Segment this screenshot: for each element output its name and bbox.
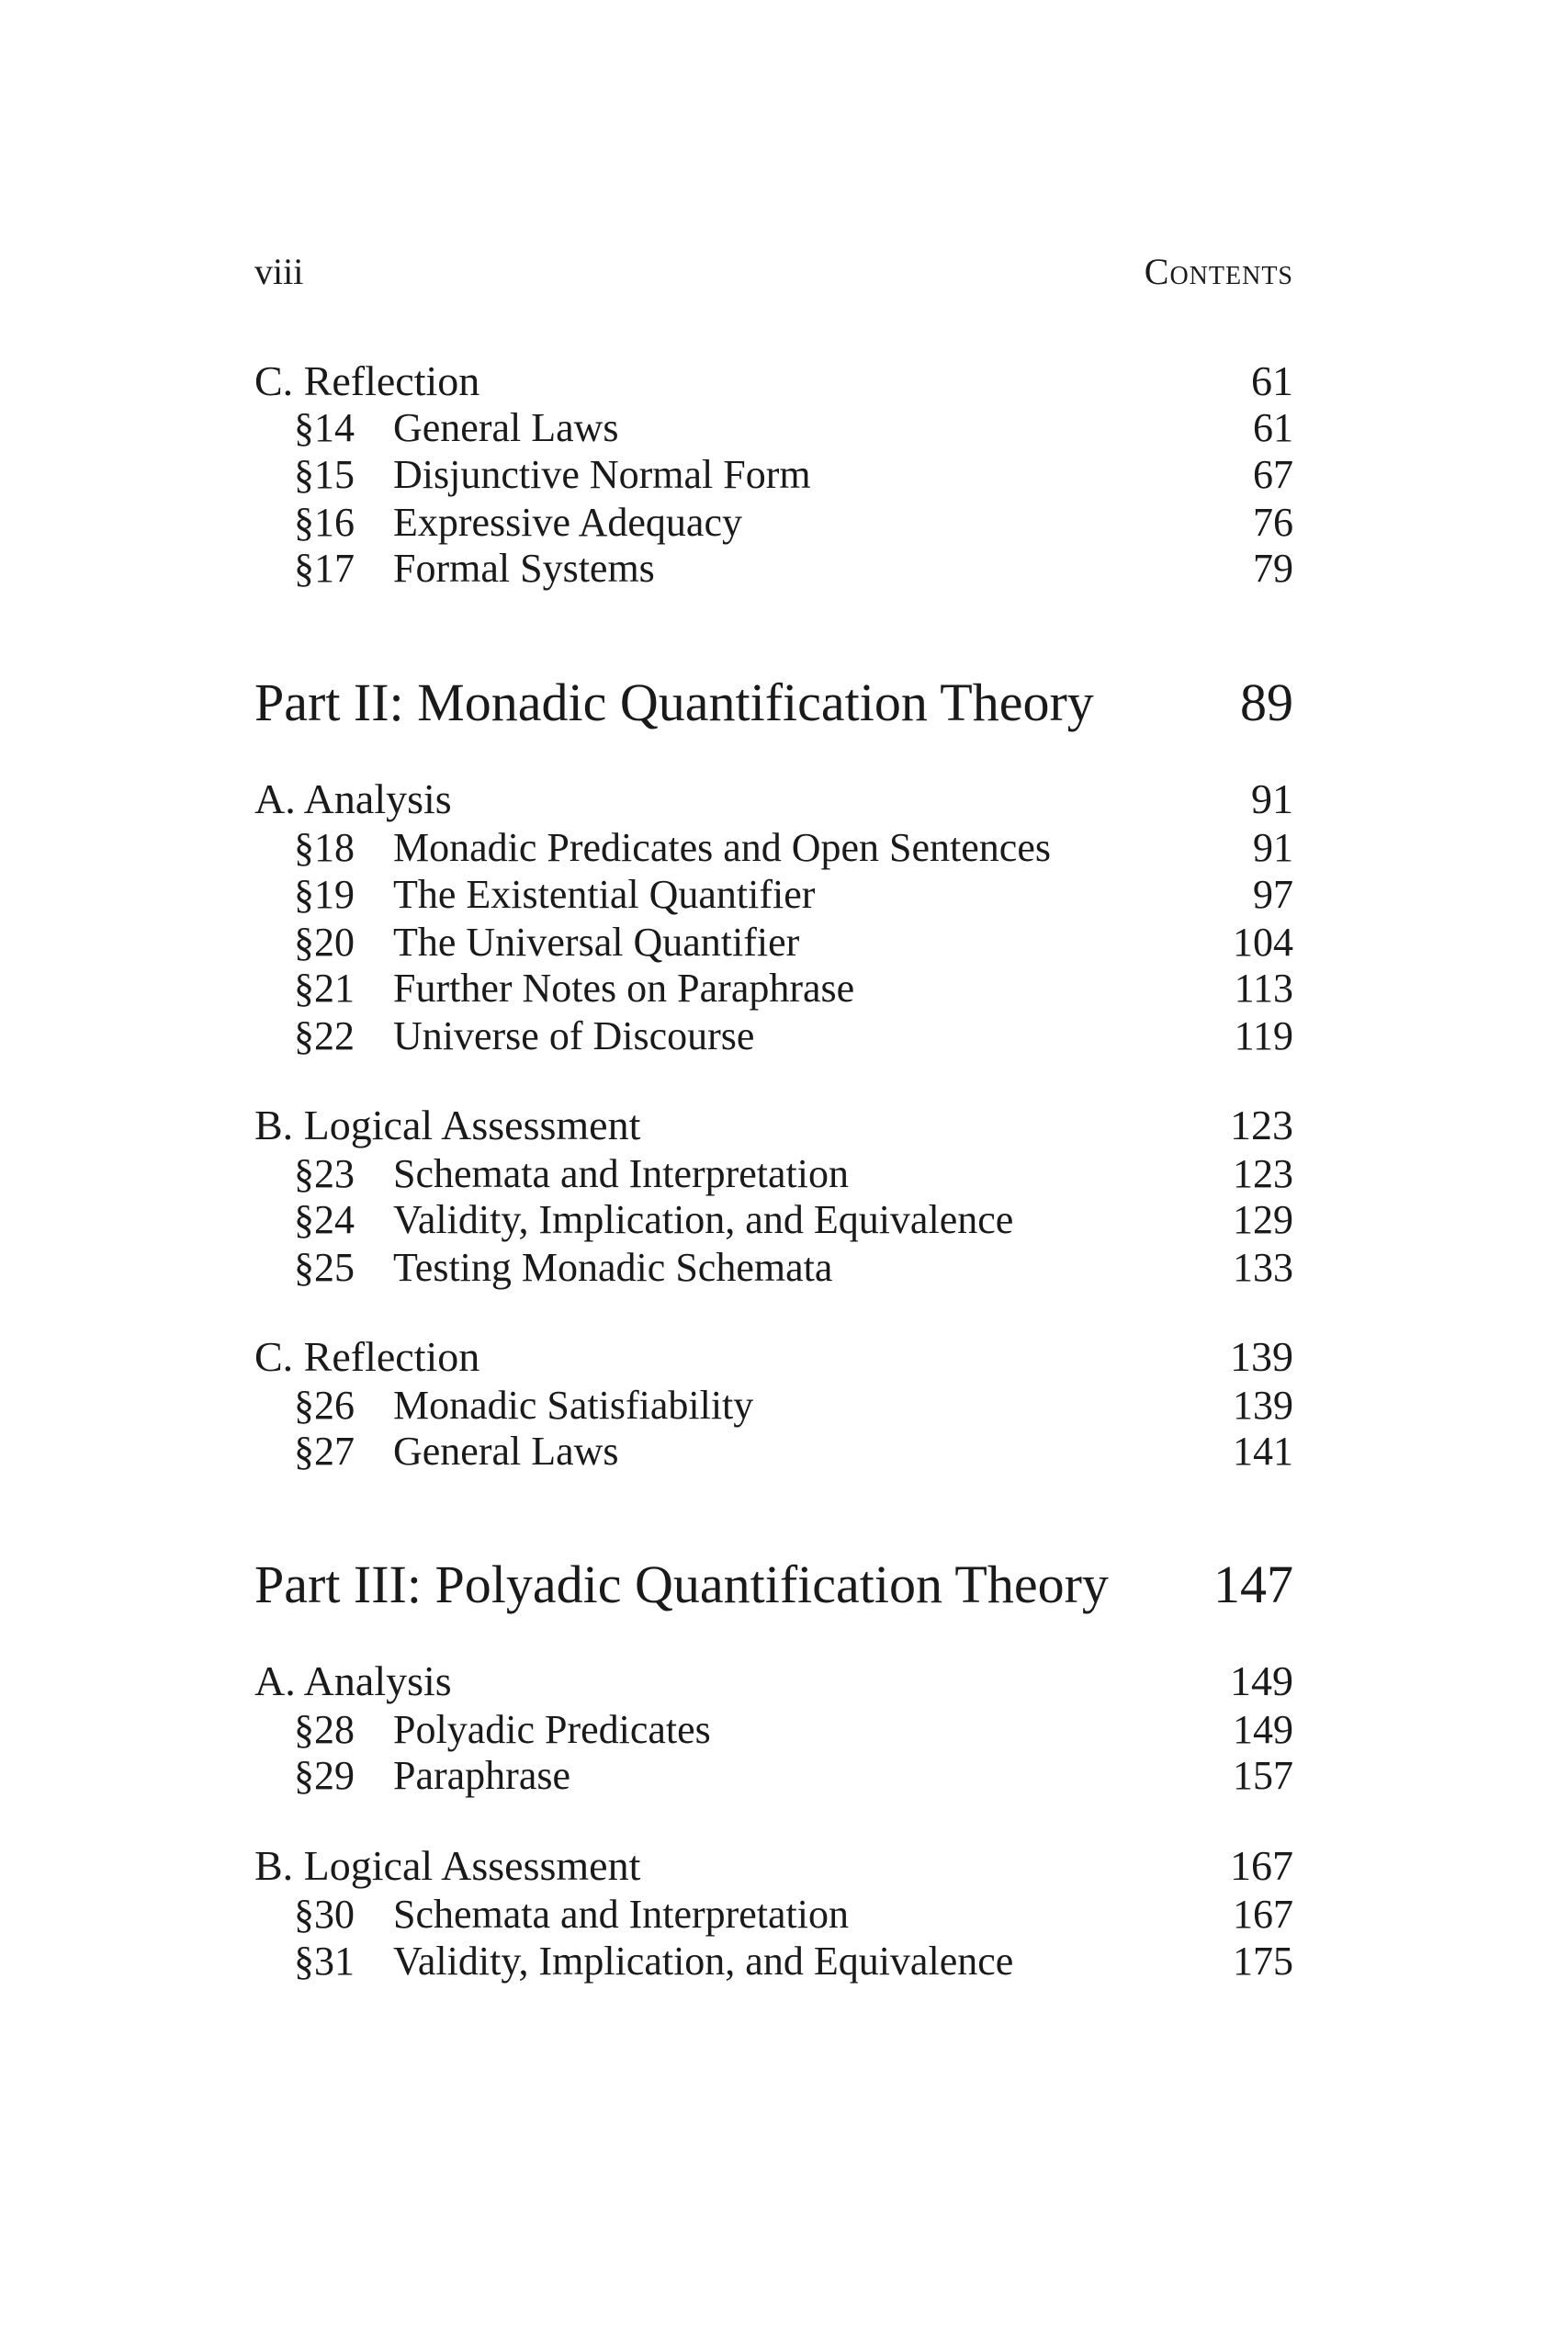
toc-page-number: 149 bbox=[1230, 1657, 1293, 1704]
toc-entry-number: §23 bbox=[294, 1151, 355, 1196]
toc-part-title: Part III: Polyadic Quantification Theory bbox=[254, 1555, 1109, 1614]
toc-entry-title: The Universal Quantifier bbox=[393, 920, 800, 965]
page-number: viii bbox=[254, 251, 304, 292]
toc-page-number: 61 bbox=[1253, 405, 1293, 450]
toc-page-number: 157 bbox=[1233, 1753, 1293, 1798]
toc-page-number: 129 bbox=[1233, 1197, 1293, 1242]
toc-entry-number: §28 bbox=[294, 1707, 355, 1752]
toc-entry-number: §24 bbox=[294, 1197, 355, 1242]
toc-entry-title: Validity, Implication, and Equivalence bbox=[393, 1939, 1014, 1984]
toc-page-number: 133 bbox=[1233, 1245, 1293, 1290]
toc-section-title: B. Logical Assessment bbox=[254, 1102, 641, 1148]
toc-entry-title: Paraphrase bbox=[393, 1753, 571, 1798]
toc-page-number: 67 bbox=[1253, 452, 1293, 497]
toc-page-number: 79 bbox=[1253, 546, 1293, 591]
toc-entry-title: Disjunctive Normal Form bbox=[393, 452, 811, 497]
toc-entry-title: Schemata and Interpretation bbox=[393, 1892, 850, 1937]
toc-entry-number: §29 bbox=[294, 1753, 355, 1798]
toc-entry-title: General Laws bbox=[393, 1429, 619, 1474]
toc-entry-number: §31 bbox=[294, 1939, 355, 1984]
toc-entry-number: §19 bbox=[294, 872, 355, 917]
toc-page-number: 167 bbox=[1233, 1892, 1293, 1937]
toc-page-number: 149 bbox=[1233, 1707, 1293, 1752]
toc-entry-title: Further Notes on Paraphrase bbox=[393, 966, 855, 1011]
toc-entry-title: Testing Monadic Schemata bbox=[393, 1245, 833, 1290]
toc-page-number: 91 bbox=[1253, 825, 1293, 870]
toc-entry-title: Schemata and Interpretation bbox=[393, 1151, 850, 1196]
toc-page-number: 91 bbox=[1251, 775, 1293, 822]
toc-entry-number: §20 bbox=[294, 920, 355, 965]
toc-part-title: Part II: Monadic Quantification Theory bbox=[254, 673, 1094, 732]
toc-entry-number: §17 bbox=[294, 546, 355, 591]
toc-section-title: B. Logical Assessment bbox=[254, 1842, 641, 1889]
toc-page-number: 175 bbox=[1233, 1939, 1293, 1984]
toc-page-number: 141 bbox=[1233, 1429, 1293, 1474]
toc-entry-title: The Existential Quantifier bbox=[393, 872, 816, 917]
toc-entry-number: §14 bbox=[294, 405, 355, 450]
toc-entry-number: §30 bbox=[294, 1892, 355, 1937]
toc-entry-number: §21 bbox=[294, 966, 355, 1011]
toc-entry-title: Formal Systems bbox=[393, 546, 655, 591]
toc-page-number: 147 bbox=[1213, 1555, 1293, 1614]
toc-entry-number: §16 bbox=[294, 500, 355, 545]
toc-page-number: 123 bbox=[1233, 1151, 1293, 1196]
toc-entry-number: §22 bbox=[294, 1013, 355, 1058]
toc-section-title: C. Reflection bbox=[254, 1333, 480, 1380]
toc-page-number: 89 bbox=[1240, 673, 1293, 732]
toc-entry-title: General Laws bbox=[393, 405, 619, 450]
toc-page-number: 97 bbox=[1253, 872, 1293, 917]
toc-page-number: 139 bbox=[1233, 1383, 1293, 1428]
running-title: Contents bbox=[1144, 251, 1293, 292]
toc-page-number: 123 bbox=[1230, 1102, 1293, 1148]
toc-entry-title: Universe of Discourse bbox=[393, 1013, 755, 1058]
toc-section-title: A. Analysis bbox=[254, 1657, 452, 1704]
toc-page-number: 61 bbox=[1251, 357, 1293, 404]
toc-page-number: 139 bbox=[1230, 1333, 1293, 1380]
toc-page-number: 76 bbox=[1253, 500, 1293, 545]
toc-entry-number: §26 bbox=[294, 1383, 355, 1428]
toc-entry-number: §25 bbox=[294, 1245, 355, 1290]
toc-page-number: 119 bbox=[1234, 1013, 1293, 1058]
toc-page-number: 113 bbox=[1234, 966, 1293, 1011]
toc-page-number: 104 bbox=[1233, 920, 1293, 965]
toc-section-title: C. Reflection bbox=[254, 357, 480, 404]
toc-entry-title: Polyadic Predicates bbox=[393, 1707, 711, 1752]
toc-entry-number: §18 bbox=[294, 825, 355, 870]
toc-entry-title: Monadic Predicates and Open Sentences bbox=[393, 825, 1051, 870]
toc-section-title: A. Analysis bbox=[254, 775, 452, 822]
toc-entry-title: Validity, Implication, and Equivalence bbox=[393, 1197, 1014, 1242]
toc-entry-number: §15 bbox=[294, 452, 355, 497]
toc-entry-title: Expressive Adequacy bbox=[393, 500, 742, 545]
toc-entry-title: Monadic Satisfiability bbox=[393, 1383, 754, 1428]
toc-page-number: 167 bbox=[1230, 1842, 1293, 1889]
toc-entry-number: §27 bbox=[294, 1429, 355, 1474]
